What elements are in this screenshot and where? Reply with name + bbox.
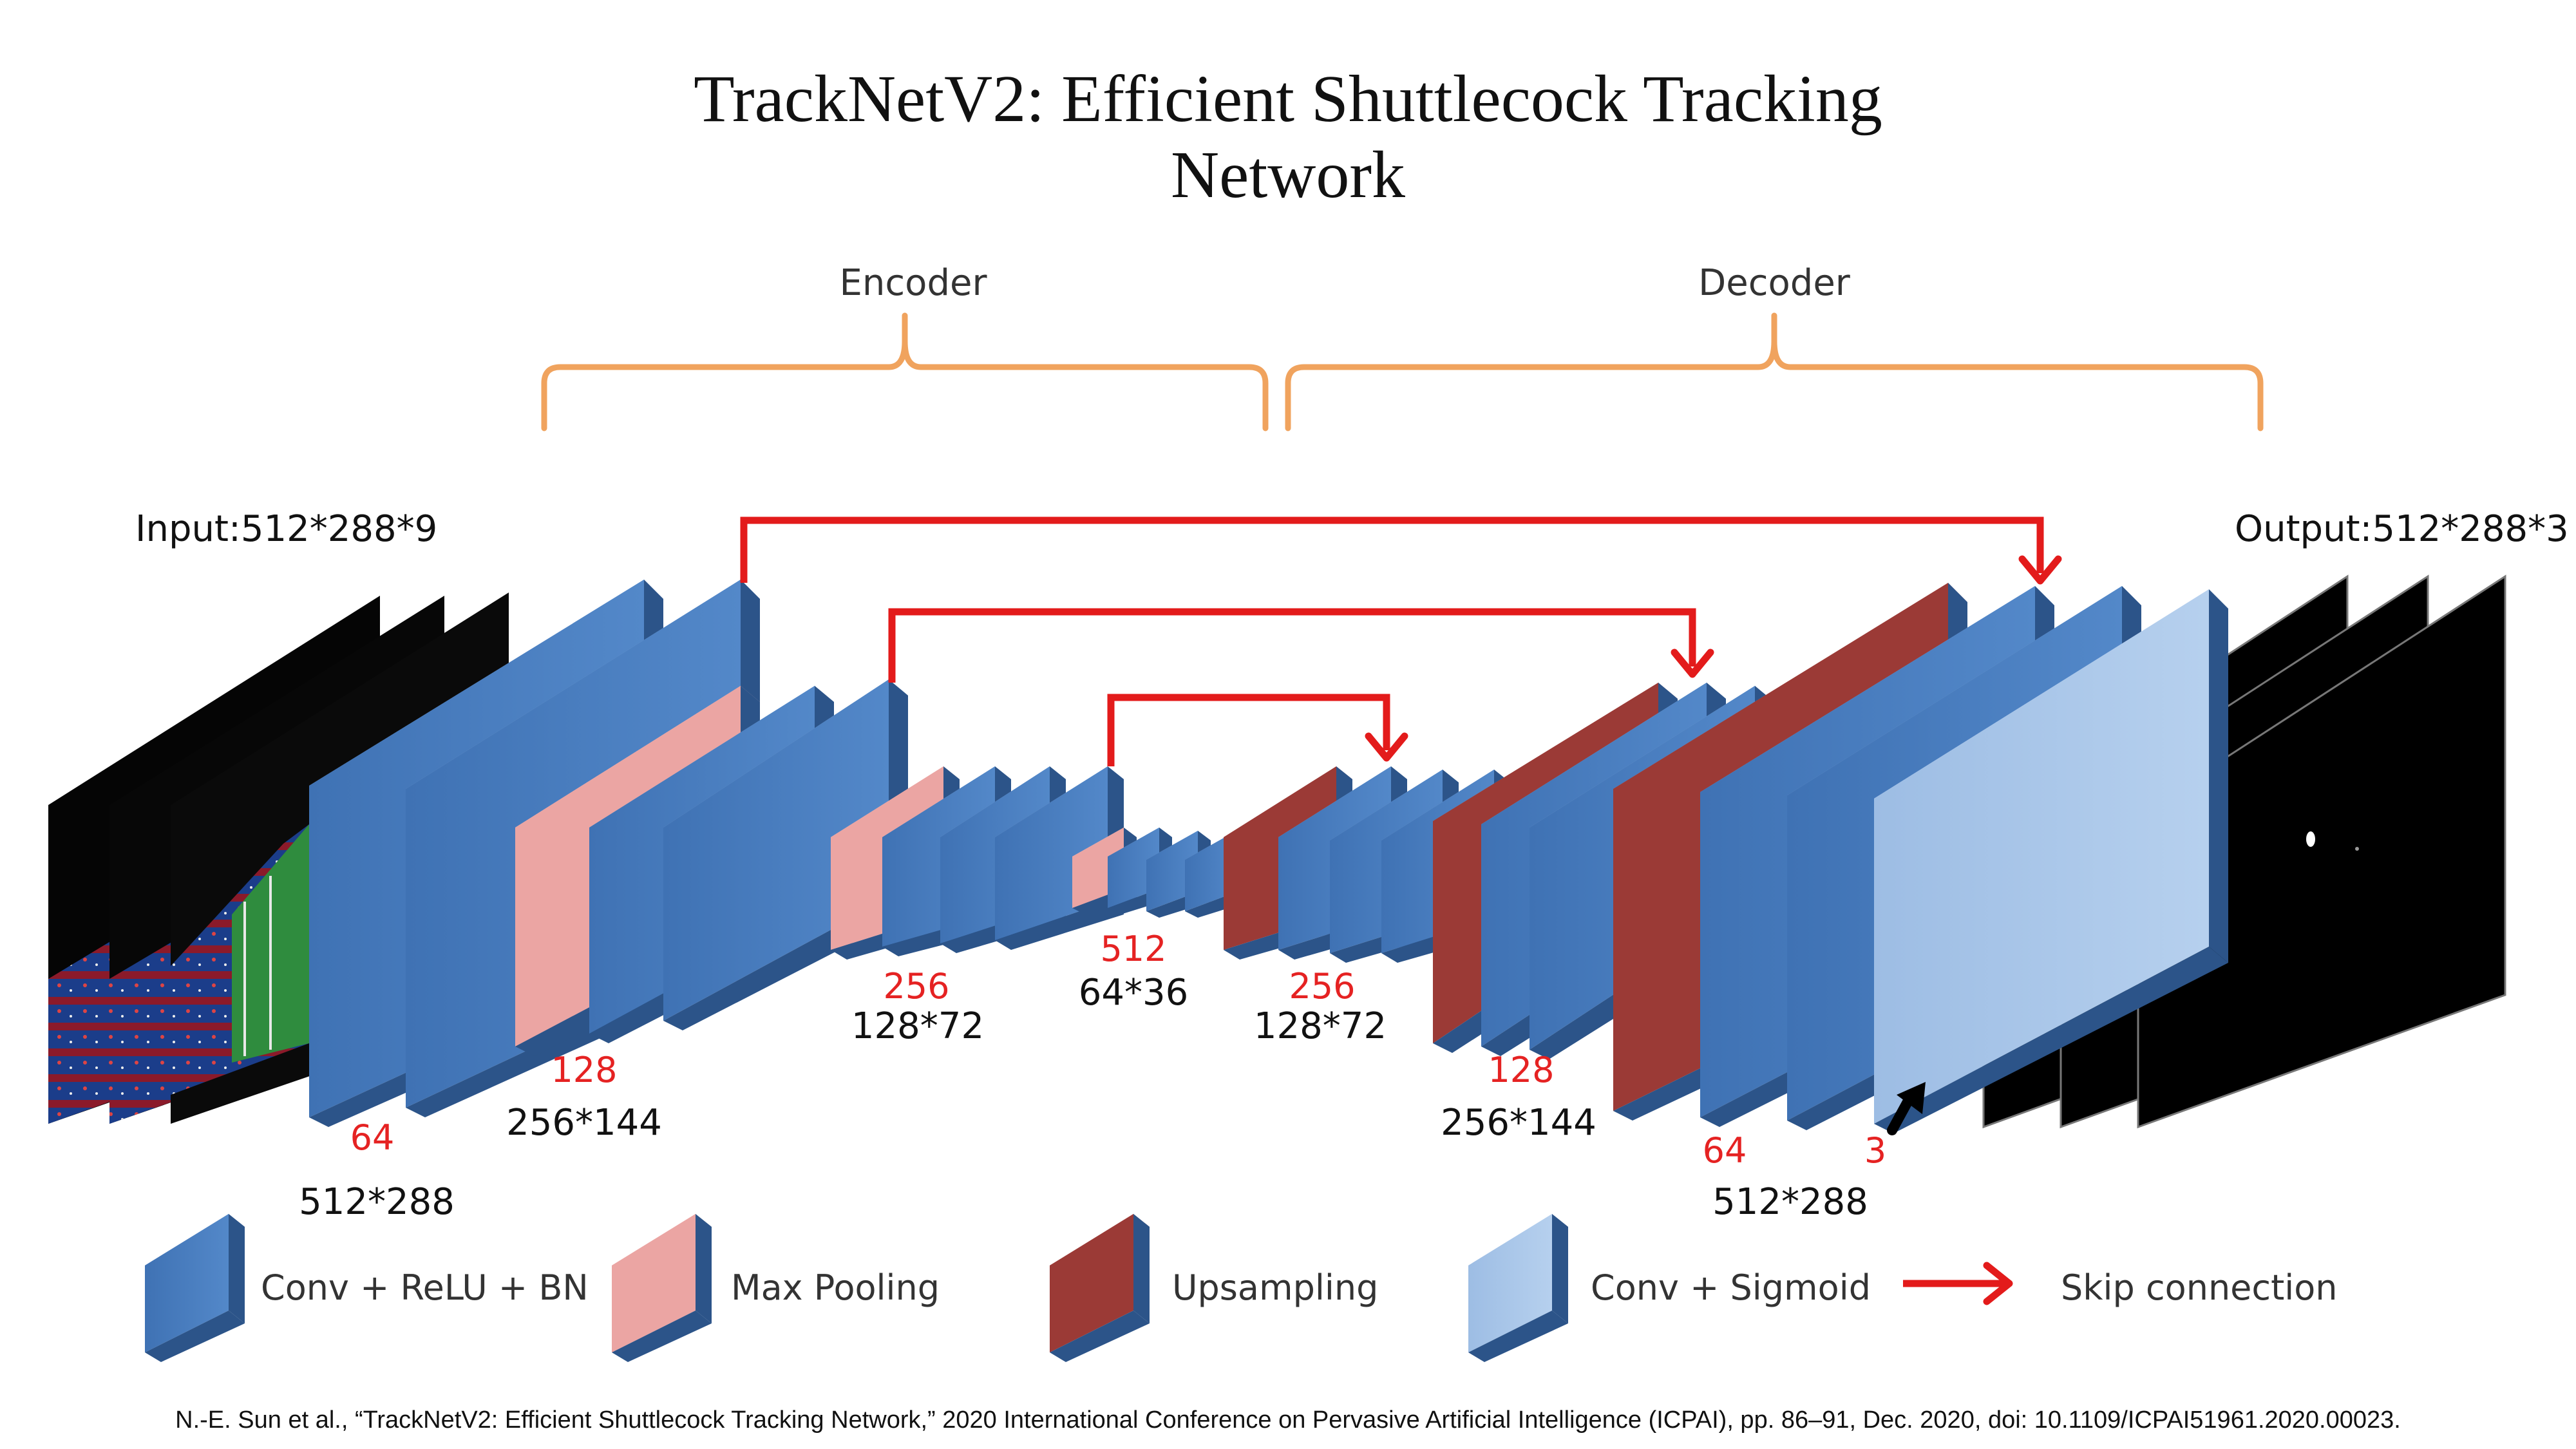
sigmoid-block [1874, 589, 2228, 1133]
decoder-bracket [1285, 312, 2264, 431]
diagram-title-line1: TrackNetV2: Efficient Shuttlecock Tracki… [694, 62, 1882, 136]
diagram-title-line2: Network [1171, 138, 1405, 212]
citation: N.-E. Sun et al., “TrackNetV2: Efficient… [175, 1406, 2401, 1434]
legend-label-upsample: Upsampling [1172, 1267, 1378, 1308]
layer-blocks [309, 580, 2228, 1133]
channel-label: 256 [883, 966, 949, 1007]
skip-arrowhead-256 [1365, 732, 1408, 762]
dimension-label: 128*72 [851, 1005, 984, 1047]
legend-item-pool: Max Pooling [612, 1214, 940, 1362]
legend-item-skip: Skip connection [1903, 1262, 2338, 1308]
skip-connection-256 [1107, 694, 1390, 766]
channel-label: 3 [1864, 1130, 1886, 1171]
output-pointer-arrow [1887, 1082, 1926, 1135]
dimension-label: 128*72 [1254, 1005, 1387, 1047]
legend-label-skip: Skip connection [2061, 1267, 2338, 1308]
channel-label: 128 [551, 1050, 617, 1090]
legend-item-conv: Conv + ReLU + BN [145, 1214, 589, 1362]
output-frame-3 [2137, 574, 2506, 1129]
skip-arrowheads [1365, 555, 2062, 762]
channel-label: 256 [1289, 966, 1355, 1007]
dimension-label: 512*288 [299, 1181, 455, 1223]
legend-item-upsample: Upsampling [1050, 1214, 1378, 1362]
legend-item-sigmoid: Conv + Sigmoid [1468, 1214, 1871, 1362]
dimension-label: 256*144 [506, 1102, 662, 1144]
skip-connection-64 [740, 516, 2044, 583]
legend: Conv + ReLU + BN Max Pooling Upsampling [145, 1214, 2338, 1362]
channel-label: 64 [350, 1117, 395, 1158]
skip-connection-128 [888, 608, 1696, 683]
skip-arrowhead-64 [2018, 555, 2062, 585]
output-label: Output:512*288*3 [2235, 508, 2569, 550]
legend-label-conv: Conv + ReLU + BN [261, 1267, 589, 1308]
legend-label-sigmoid: Conv + Sigmoid [1591, 1267, 1871, 1308]
channel-label: 128 [1488, 1050, 1554, 1090]
legend-label-pool: Max Pooling [731, 1267, 940, 1308]
encoder-label: Encoder [840, 262, 988, 304]
encoder-bracket [541, 312, 1269, 431]
dimension-label: 512*288 [1712, 1181, 1868, 1223]
channel-label: 512 [1100, 929, 1166, 969]
dimension-label: 256*144 [1441, 1102, 1596, 1144]
dimension-label: 64*36 [1079, 972, 1189, 1014]
skip-arrowhead-128 [1671, 649, 1714, 678]
channel-label: 64 [1703, 1130, 1747, 1171]
skip-connections [740, 516, 2044, 766]
input-label: Input:512*288*9 [135, 508, 437, 550]
decoder-label: Decoder [1698, 262, 1851, 304]
